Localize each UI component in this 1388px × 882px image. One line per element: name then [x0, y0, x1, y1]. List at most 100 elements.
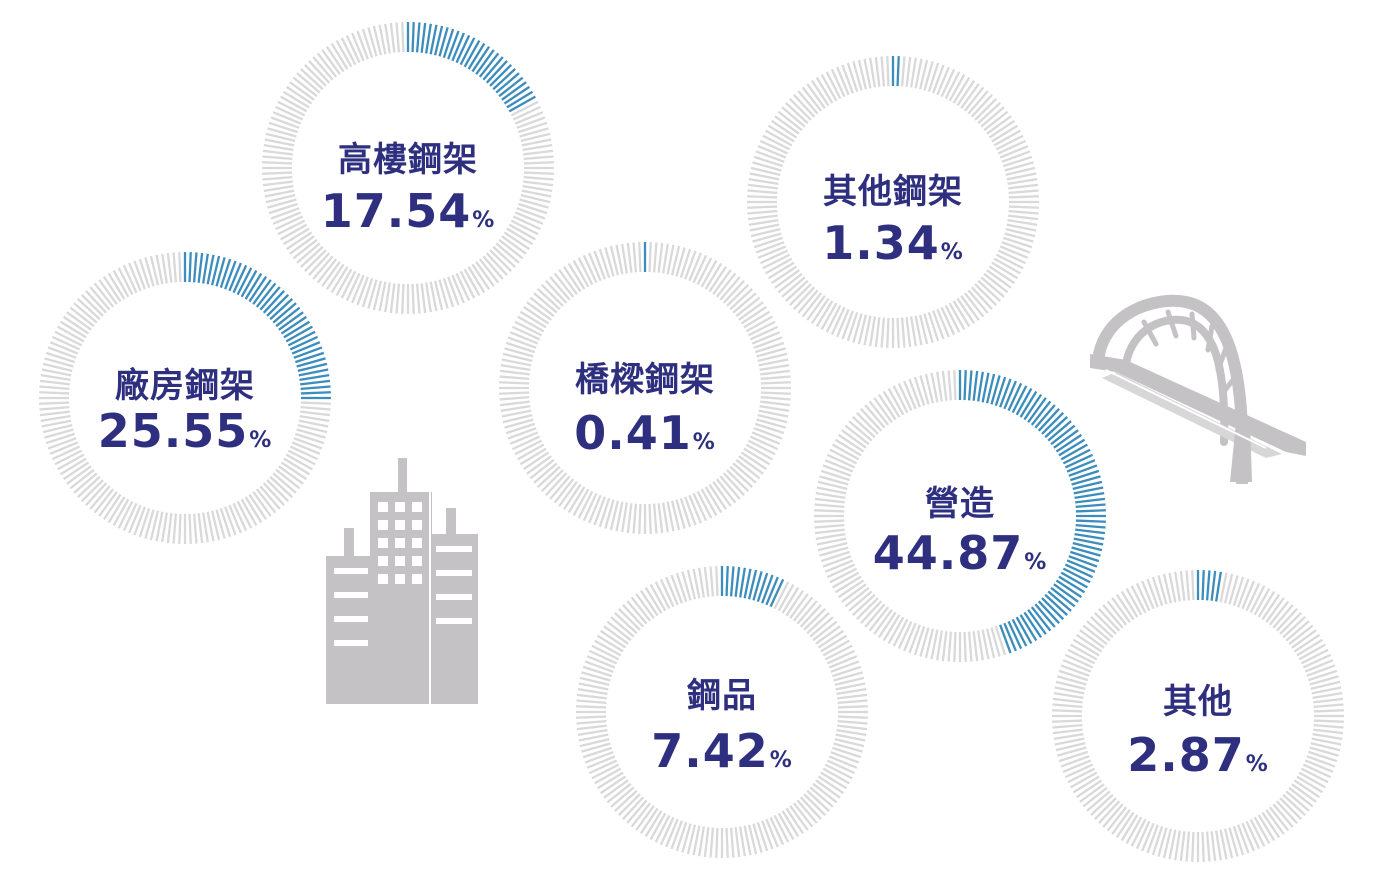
gauge-tick-filled — [224, 260, 237, 290]
gauge-tick-track — [924, 373, 935, 404]
gauge-tick-track — [1311, 737, 1342, 746]
gauge-tick-filled — [896, 56, 900, 87]
gauge-tick-filled — [1027, 609, 1047, 635]
gauge-tick-filled — [967, 370, 973, 401]
percent-sign: % — [769, 748, 793, 773]
gauge-high-rise-steel: 高樓鋼架 17.54% — [258, 18, 558, 318]
gauge-tick-track — [582, 492, 598, 522]
gauge-tick-track — [1057, 675, 1087, 686]
gauge-tick-track — [321, 261, 341, 287]
gauge-tick-track — [815, 625, 841, 645]
gauge-tick-track — [734, 827, 741, 858]
gauge-tick-track — [747, 189, 778, 195]
gauge-tick-track — [1272, 803, 1294, 828]
gauge-tick-track — [991, 261, 1019, 280]
gauge-tick-track — [708, 265, 728, 293]
gauge-tick-track — [873, 609, 893, 635]
gauge-tick-filled — [1075, 503, 1106, 509]
gauge-tick-track — [806, 789, 830, 812]
gauge-tick-track — [923, 313, 934, 343]
gauge-tick-track — [855, 597, 879, 621]
gauge-tick-track — [1245, 820, 1261, 850]
gauge-tick-track — [85, 290, 108, 314]
gauge-tick-track — [644, 586, 663, 614]
gauge-tick-track — [773, 581, 790, 610]
gauge-tick-track — [846, 311, 859, 342]
gauge-tick-track — [759, 405, 790, 412]
gauge-tick-track — [892, 385, 909, 414]
gauge-tick-track — [836, 688, 867, 695]
gauge-label: 營造 — [925, 484, 995, 524]
gauge-tick-track — [747, 209, 778, 215]
gauge-tick-track — [712, 269, 732, 295]
gauge-tick-track — [752, 823, 763, 853]
gauge-tick-track — [1306, 664, 1336, 677]
gauge-tick-filled — [1062, 448, 1091, 465]
gauge-tick-track — [117, 267, 134, 296]
gauge-tick-track — [726, 469, 750, 493]
gauge-tick-track — [492, 245, 516, 268]
gauge-tick-track — [128, 504, 142, 534]
gauge-tick-track — [983, 272, 1009, 294]
gauge-label: 廠房鋼架 — [115, 366, 255, 406]
gauge-tick-track — [1067, 648, 1096, 665]
gauge-tick-filled — [1030, 606, 1052, 632]
gauge-tick-track — [1052, 723, 1083, 729]
gauge-tick-track — [47, 437, 77, 450]
gauge-tick-track — [892, 618, 909, 647]
gauge-tick-track — [974, 97, 998, 121]
gauge-tick-filled — [291, 341, 321, 355]
gauge-tick-track — [500, 405, 531, 412]
gauge-tick-track — [1249, 585, 1266, 614]
gauge-tick-track — [567, 486, 586, 514]
gauge-tick-filled — [294, 351, 325, 364]
gauge-tick-filled — [447, 30, 460, 60]
gauge-tick-track — [752, 161, 782, 172]
gauge-tick-track — [836, 308, 850, 338]
gauge-tick-track — [93, 282, 115, 308]
gauge-tick-track — [900, 56, 906, 87]
gauge-tick-track — [1223, 828, 1234, 859]
gauge-tick-track — [688, 252, 702, 282]
gauge-tick-track — [1185, 831, 1191, 862]
gauge-tick-track — [523, 155, 554, 161]
gauge-tick-track — [639, 589, 659, 617]
gauge-tick-track — [277, 100, 306, 117]
gauge-tick-track — [703, 827, 710, 858]
gauge-tick-filled — [725, 566, 729, 597]
gauge-label: 鋼品 — [687, 676, 757, 716]
gauge-tick-track — [57, 325, 85, 343]
gauge-tick-track — [1257, 590, 1276, 618]
gauge-tick-track — [356, 30, 369, 60]
gauge-tick-filled — [1047, 590, 1072, 612]
gauge-tick-track — [289, 445, 319, 461]
gauge-tick-track — [562, 265, 582, 293]
gauge-tick-filled — [1023, 611, 1043, 639]
gauge-tick-track — [293, 437, 323, 450]
gauge-tick-track — [1306, 755, 1336, 768]
gauge-tick-track — [54, 330, 83, 347]
gauge-tick-track — [215, 509, 226, 539]
gauge-tick-filled — [1007, 620, 1023, 650]
gauge-tick-track — [797, 90, 819, 115]
gauge-tick-track — [511, 435, 541, 451]
gauge-tick-filled — [1066, 559, 1096, 573]
gauge-tick-track — [753, 336, 783, 349]
gauge-tick-track — [1232, 576, 1245, 607]
gauge-tick-track — [816, 486, 847, 495]
gauge-tick-track — [814, 519, 845, 523]
gauge-tick-track — [1106, 600, 1128, 626]
gauge-tick-track — [729, 288, 753, 311]
gauge-tick-track — [614, 612, 638, 635]
gauge-tick-track — [523, 171, 554, 175]
gauge-tick-track — [1268, 600, 1290, 626]
gauge-tick-track — [747, 214, 778, 221]
gauge-tick-track — [986, 115, 1012, 135]
gauge-tick-track — [1064, 653, 1094, 669]
gauge-tick-filled — [743, 568, 752, 599]
gauge-tick-track — [1072, 638, 1100, 657]
gauge-tick-filled — [1050, 586, 1076, 608]
gauge-tick-track — [522, 185, 553, 192]
gauge-tick-track — [463, 268, 481, 296]
gauge-tick-track — [882, 614, 901, 642]
